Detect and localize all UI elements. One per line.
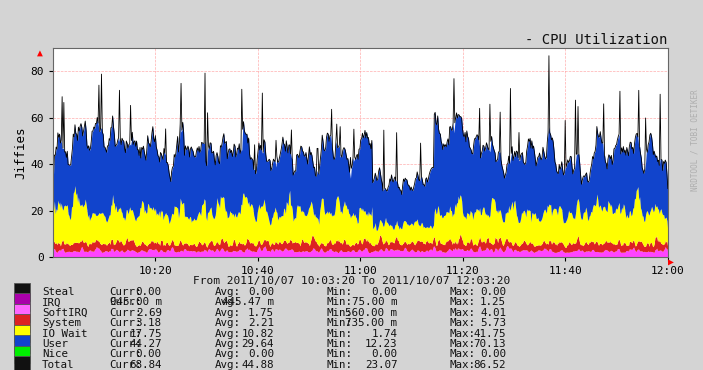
Text: Curr:: Curr: — [109, 308, 141, 318]
Text: 0.00: 0.00 — [248, 287, 274, 297]
Text: 5.73: 5.73 — [480, 318, 506, 328]
Text: 10.82: 10.82 — [242, 329, 274, 339]
Text: 0.00: 0.00 — [371, 287, 397, 297]
Text: 560.00 m: 560.00 m — [345, 308, 397, 318]
Text: 23.07: 23.07 — [365, 360, 397, 370]
Text: Max:: Max: — [450, 329, 476, 339]
Text: 1.75: 1.75 — [248, 308, 274, 318]
Text: System: System — [42, 318, 81, 328]
Text: User: User — [42, 339, 68, 349]
Text: Max:: Max: — [450, 287, 476, 297]
Text: 29.64: 29.64 — [242, 339, 274, 349]
Y-axis label: Jiffies: Jiffies — [15, 127, 27, 179]
Text: Curr:: Curr: — [109, 360, 141, 370]
Text: 44.27: 44.27 — [129, 339, 162, 349]
Text: Avg:: Avg: — [214, 287, 240, 297]
Text: Curr:: Curr: — [109, 287, 141, 297]
Text: Avg:: Avg: — [214, 308, 240, 318]
Text: 2.69: 2.69 — [136, 308, 162, 318]
Text: Max:: Max: — [450, 297, 476, 307]
Text: Min:: Min: — [327, 360, 353, 370]
Text: 945.00 m: 945.00 m — [110, 297, 162, 307]
Text: Max:: Max: — [450, 339, 476, 349]
Text: - CPU Utilization: - CPU Utilization — [525, 33, 668, 47]
Text: 4.01: 4.01 — [480, 308, 506, 318]
Text: Min:: Min: — [327, 297, 353, 307]
Text: Curr:: Curr: — [109, 297, 141, 307]
Text: Curr:: Curr: — [109, 339, 141, 349]
Text: Avg:: Avg: — [214, 297, 240, 307]
Text: Max:: Max: — [450, 360, 476, 370]
Text: 1.74: 1.74 — [371, 329, 397, 339]
Text: Min:: Min: — [327, 318, 353, 328]
Text: NRDTOOL / TOBI OETIKER: NRDTOOL / TOBI OETIKER — [690, 90, 699, 192]
Text: IO Wait: IO Wait — [42, 329, 88, 339]
Text: Min:: Min: — [327, 339, 353, 349]
Text: 68.84: 68.84 — [129, 360, 162, 370]
Text: Min:: Min: — [327, 308, 353, 318]
Text: 2.21: 2.21 — [248, 318, 274, 328]
Text: SoftIRQ: SoftIRQ — [42, 308, 88, 318]
Text: Max:: Max: — [450, 349, 476, 359]
Text: Max:: Max: — [450, 318, 476, 328]
Text: Min:: Min: — [327, 329, 353, 339]
Text: Curr:: Curr: — [109, 329, 141, 339]
Text: 17.75: 17.75 — [129, 329, 162, 339]
Text: Curr:: Curr: — [109, 349, 141, 359]
Text: 0.00: 0.00 — [136, 349, 162, 359]
Text: 0.00: 0.00 — [136, 287, 162, 297]
Text: ▲: ▲ — [37, 48, 43, 58]
Text: Avg:: Avg: — [214, 349, 240, 359]
Text: 0.00: 0.00 — [371, 349, 397, 359]
Text: 0.00: 0.00 — [480, 349, 506, 359]
Text: 12.23: 12.23 — [365, 339, 397, 349]
Text: 445.47 m: 445.47 m — [222, 297, 274, 307]
Text: 3.18: 3.18 — [136, 318, 162, 328]
Text: Steal: Steal — [42, 287, 75, 297]
Text: Avg:: Avg: — [214, 329, 240, 339]
Text: 41.75: 41.75 — [474, 329, 506, 339]
Text: Avg:: Avg: — [214, 318, 240, 328]
Text: From 2011/10/07 10:03:20 To 2011/10/07 12:03:20: From 2011/10/07 10:03:20 To 2011/10/07 1… — [193, 276, 510, 286]
Text: 0.00: 0.00 — [480, 287, 506, 297]
Text: Avg:: Avg: — [214, 339, 240, 349]
Text: 1.25: 1.25 — [480, 297, 506, 307]
Text: Nice: Nice — [42, 349, 68, 359]
Text: 44.88: 44.88 — [242, 360, 274, 370]
Text: IRQ: IRQ — [42, 297, 62, 307]
Text: Max:: Max: — [450, 308, 476, 318]
Text: 75.00 m: 75.00 m — [352, 297, 397, 307]
Text: Total: Total — [42, 360, 75, 370]
Text: Min:: Min: — [327, 349, 353, 359]
Text: 86.52: 86.52 — [474, 360, 506, 370]
Text: Min:: Min: — [327, 287, 353, 297]
Text: 735.00 m: 735.00 m — [345, 318, 397, 328]
Text: Avg:: Avg: — [214, 360, 240, 370]
Text: 0.00: 0.00 — [248, 349, 274, 359]
Text: ▶: ▶ — [667, 257, 673, 267]
Text: Curr:: Curr: — [109, 318, 141, 328]
Text: 70.13: 70.13 — [474, 339, 506, 349]
